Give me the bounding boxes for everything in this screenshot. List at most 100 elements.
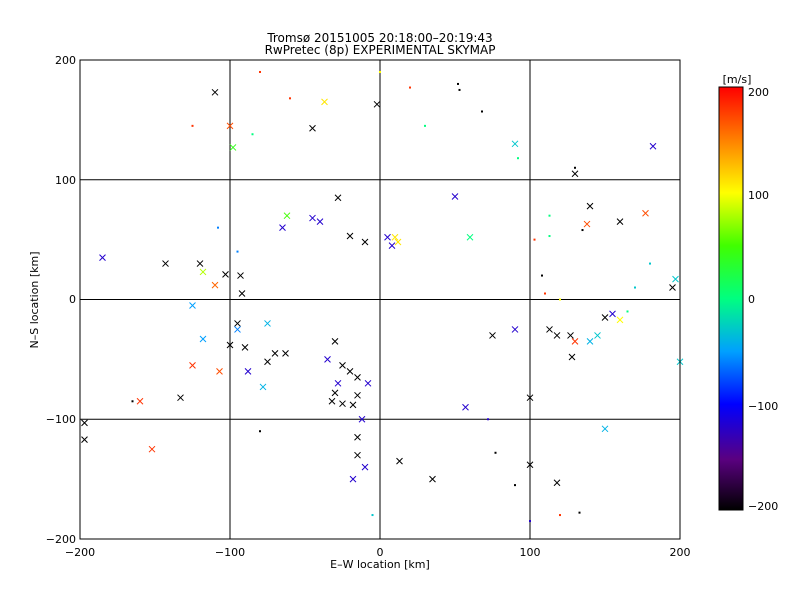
x-tick-label: 0 — [377, 546, 384, 559]
dot-marker — [131, 400, 134, 403]
cross-marker — [601, 314, 609, 321]
dot-marker — [481, 110, 483, 113]
cross-marker — [466, 233, 474, 241]
cross-marker — [672, 275, 679, 283]
cross-marker — [238, 290, 246, 297]
cross-marker — [331, 389, 339, 397]
cross-marker — [148, 445, 156, 453]
dot-marker — [371, 514, 374, 517]
cross-marker — [462, 403, 469, 411]
cross-marker — [264, 358, 271, 366]
dot-marker — [649, 262, 651, 265]
dot-marker — [191, 124, 194, 127]
cross-marker — [226, 341, 234, 349]
cross-marker — [237, 272, 244, 279]
cross-marker — [354, 373, 361, 381]
cross-marker — [642, 209, 649, 217]
plot-frame — [79, 59, 681, 540]
cross-marker — [199, 335, 207, 343]
dot-marker — [578, 511, 581, 514]
cross-marker — [571, 170, 579, 178]
cross-marker — [594, 332, 601, 339]
cross-marker — [567, 332, 574, 339]
cross-marker — [571, 338, 579, 345]
cross-marker — [177, 394, 184, 402]
cross-marker — [489, 332, 496, 339]
dot-marker — [217, 226, 219, 229]
cross-marker — [199, 268, 207, 276]
dot-marker — [559, 298, 561, 301]
cross-marker — [264, 320, 271, 327]
cross-marker — [669, 284, 676, 291]
cross-marker — [189, 302, 196, 309]
cross-marker — [388, 242, 396, 249]
x-tick-label: 100 — [520, 546, 541, 559]
cross-marker — [81, 436, 88, 443]
colorbar-title: [m/s] — [723, 73, 752, 86]
cross-marker — [241, 344, 249, 351]
grid-lines — [80, 60, 680, 539]
dot-marker — [424, 124, 426, 127]
cross-marker — [349, 475, 357, 483]
cross-marker — [244, 367, 252, 375]
cross-marker — [394, 238, 402, 246]
cross-marker — [81, 419, 88, 427]
cross-marker — [358, 415, 366, 423]
cross-marker — [354, 433, 361, 441]
y-tick-label: 100 — [55, 174, 76, 187]
dot-marker — [634, 286, 636, 289]
cross-marker — [346, 367, 354, 375]
dot-marker — [409, 86, 411, 89]
dot-marker — [514, 484, 516, 487]
cross-marker — [583, 220, 591, 228]
dot-marker — [626, 310, 629, 313]
cross-marker — [282, 350, 289, 357]
cross-marker — [309, 214, 316, 222]
cross-marker — [364, 379, 372, 387]
y-tick-labels: 200 100 0 −100 −200 — [46, 54, 76, 546]
dot-marker — [559, 514, 561, 517]
cross-marker — [354, 391, 361, 399]
cross-marker — [222, 270, 229, 278]
dot-marker — [494, 451, 497, 454]
cross-marker — [339, 400, 346, 408]
colorbar: [m/s] 200 100 0 −100 −200 — [718, 73, 778, 513]
cross-marker — [321, 98, 328, 106]
cross-marker — [349, 401, 357, 409]
dot-marker — [457, 82, 459, 85]
cross-marker — [396, 457, 403, 465]
y-tick-label: 200 — [55, 54, 76, 67]
x-tick-label: −100 — [215, 546, 245, 559]
cross-marker — [331, 338, 339, 345]
cross-marker — [546, 326, 553, 333]
cross-marker — [271, 350, 279, 357]
dot-marker — [548, 214, 551, 217]
cross-marker — [211, 88, 219, 96]
cross-marker — [211, 281, 219, 289]
y-tick-label: −100 — [46, 413, 76, 426]
colorbar-gradient — [718, 86, 744, 511]
dot-marker — [529, 520, 531, 523]
x-tick-label: −200 — [65, 546, 95, 559]
cross-marker — [601, 425, 609, 433]
cross-marker — [279, 224, 286, 232]
cross-marker — [616, 316, 624, 324]
x-tick-labels: −200 −100 0 100 200 — [65, 546, 691, 559]
colorbar-tick-label: −100 — [748, 400, 778, 413]
cross-marker — [216, 367, 223, 375]
x-tick-label: 200 — [670, 546, 691, 559]
cross-marker — [346, 232, 354, 240]
cross-marker — [309, 124, 316, 132]
dot-marker — [259, 70, 261, 73]
cross-marker — [526, 461, 534, 469]
dot-marker — [251, 133, 254, 136]
cross-marker — [99, 254, 106, 261]
cross-marker — [384, 233, 391, 241]
cross-marker — [616, 218, 624, 226]
data-points — [81, 70, 684, 523]
chart-title: Tromsø 20151005 20:18:00–20:19:43 — [266, 31, 492, 45]
cross-marker — [451, 193, 459, 200]
cross-marker — [334, 194, 342, 202]
